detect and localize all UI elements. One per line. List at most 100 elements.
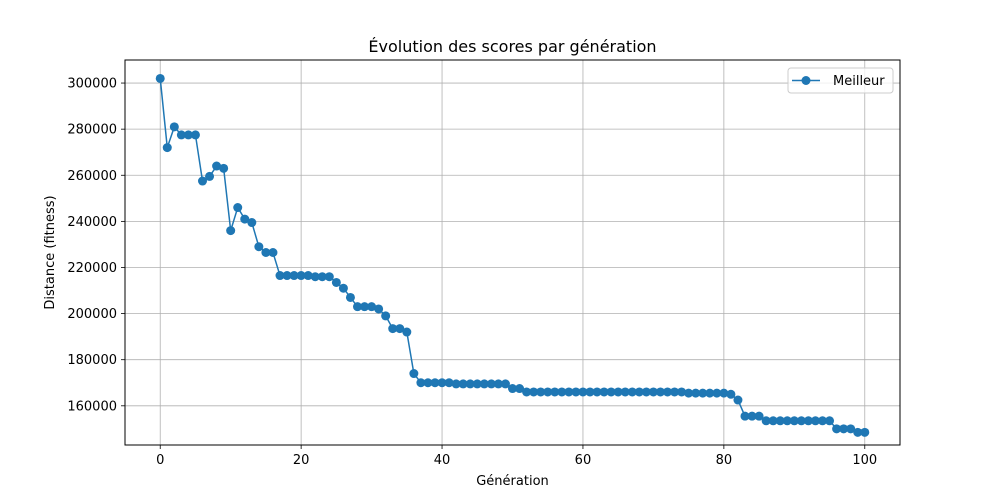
data-point — [409, 369, 419, 379]
data-point — [641, 387, 651, 397]
data-point — [705, 388, 715, 398]
data-point — [550, 387, 560, 397]
y-tick-label: 240000 — [67, 215, 117, 230]
data-point — [677, 387, 687, 397]
data-point — [571, 387, 581, 397]
data-point — [796, 416, 806, 426]
data-point — [183, 130, 193, 140]
legend: Meilleur — [787, 67, 894, 94]
data-point — [486, 379, 496, 389]
data-point — [395, 324, 405, 334]
y-tick-label: 300000 — [67, 77, 117, 92]
data-point — [254, 242, 264, 252]
data-point — [465, 379, 475, 389]
data-point — [268, 248, 278, 257]
data-point — [430, 378, 440, 388]
data-point — [345, 292, 355, 302]
y-axis-label: Distance (fitness) — [43, 195, 58, 309]
data-point — [529, 387, 539, 397]
data-point — [522, 387, 532, 397]
data-point — [360, 302, 370, 312]
data-point — [810, 416, 820, 426]
data-point — [331, 277, 341, 287]
data-point — [663, 387, 672, 397]
data-point — [670, 387, 680, 397]
data-point — [423, 378, 433, 388]
data-point — [162, 143, 172, 153]
y-axis-ticks: 160000 180000 200000 220000 240000 260000 2800… — [67, 77, 125, 414]
data-point — [754, 411, 764, 421]
data-point — [768, 416, 778, 426]
x-tick-label: 100 — [852, 453, 877, 468]
data-point — [198, 176, 207, 186]
x-axis-ticks: 0 20 40 60 80 100 — [156, 445, 877, 468]
data-point — [296, 271, 306, 281]
legend-box — [787, 67, 894, 94]
y-tick-label: 260000 — [67, 169, 117, 184]
data-point — [775, 416, 785, 426]
data-point — [317, 272, 327, 282]
data-point — [324, 272, 334, 282]
data-point — [444, 378, 454, 388]
data-point — [479, 379, 489, 389]
data-point — [458, 379, 468, 389]
data-point — [832, 424, 842, 434]
y-tick-label: 220000 — [67, 261, 117, 276]
x-tick-label: 40 — [434, 453, 451, 468]
data-point — [402, 327, 412, 337]
data-point — [226, 226, 236, 236]
data-point — [747, 411, 757, 421]
legend-marker-sample — [801, 76, 811, 85]
data-point — [493, 379, 503, 389]
data-point — [500, 379, 510, 389]
data-point — [176, 130, 186, 140]
data-point — [381, 311, 391, 321]
data-point — [712, 388, 722, 398]
data-point — [261, 248, 271, 257]
data-point — [310, 272, 320, 282]
data-point — [374, 304, 384, 314]
data-point — [303, 271, 313, 281]
y-tick-label: 200000 — [67, 307, 117, 322]
legend-label-meilleur: Meilleur — [833, 74, 885, 89]
y-tick-label: 280000 — [67, 123, 117, 138]
data-point — [853, 427, 863, 437]
data-point — [169, 122, 179, 132]
data-point — [190, 130, 200, 140]
data-point — [578, 387, 588, 397]
x-axis-label: Génération — [476, 474, 549, 489]
data-point — [606, 387, 616, 397]
data-point — [338, 283, 348, 293]
data-point — [698, 388, 708, 398]
data-point — [648, 387, 658, 397]
data-point — [472, 379, 482, 389]
data-point — [825, 416, 835, 426]
data-point — [818, 416, 827, 426]
data-point — [761, 416, 771, 426]
data-point — [155, 73, 165, 83]
data-point — [367, 302, 377, 312]
x-tick-label: 0 — [156, 453, 164, 468]
x-tick-label: 20 — [293, 453, 310, 468]
data-point — [684, 388, 694, 398]
data-point — [282, 271, 292, 281]
data-point — [508, 384, 517, 394]
data-point — [655, 387, 665, 397]
data-point — [740, 411, 750, 421]
data-point — [388, 324, 398, 334]
data-point — [205, 171, 215, 181]
data-point — [789, 416, 799, 426]
data-point — [515, 384, 525, 394]
data-point — [726, 389, 736, 399]
y-tick-label: 180000 — [67, 353, 117, 368]
series-layer — [155, 73, 870, 437]
data-point — [219, 163, 229, 173]
data-point — [543, 387, 553, 397]
data-point — [212, 161, 222, 171]
data-point — [416, 378, 426, 388]
data-point — [451, 379, 461, 389]
data-point — [627, 387, 637, 397]
data-point — [691, 388, 701, 398]
data-point — [247, 218, 257, 228]
data-point — [585, 387, 595, 397]
